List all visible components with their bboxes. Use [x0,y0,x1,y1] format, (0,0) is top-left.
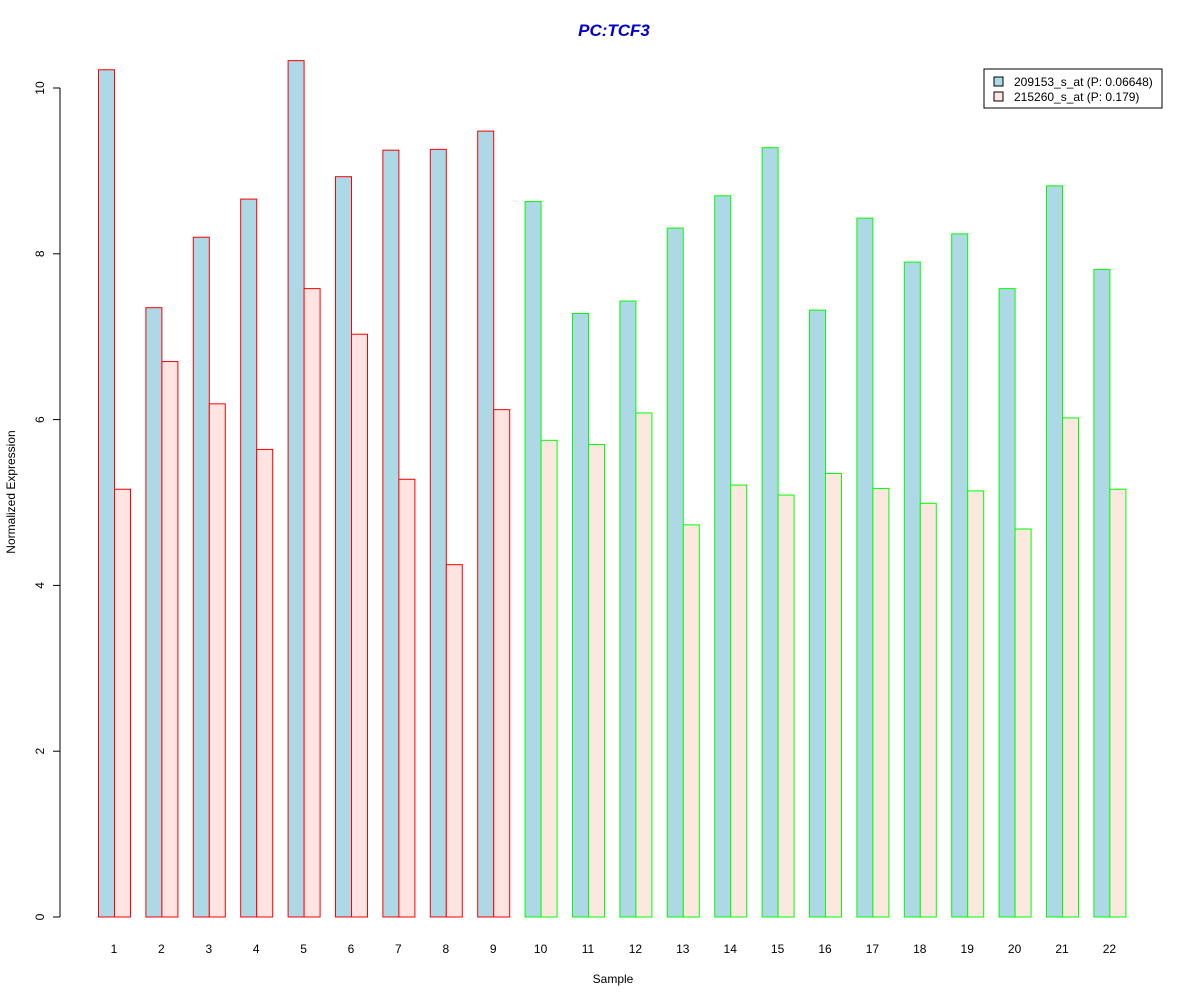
bar-series-1-sample-4 [240,198,258,918]
y-tick-label: 0 [33,913,47,920]
bar-series-1-sample-14 [714,195,732,918]
bar-series-1-sample-3 [192,236,210,918]
bar-series-2-sample-9 [493,409,511,918]
bar-series-1-sample-6 [335,176,352,918]
bar-series-2-sample-4 [256,448,274,918]
bar-series-1-sample-17 [856,217,874,918]
bar-series-2-sample-8 [445,564,463,918]
y-tick-label: 6 [33,416,47,423]
bar-series-2-sample-10 [540,439,558,918]
bar-series-2-sample-18 [919,502,937,918]
x-tick-label: 19 [961,942,975,956]
x-tick-label: 17 [866,942,880,956]
x-tick-label: 21 [1055,942,1069,956]
x-tick-label: 16 [818,942,832,956]
bar-series-1-sample-20 [998,288,1016,918]
bar-series-1-sample-8 [429,148,447,918]
bar-series-2-sample-13 [682,524,700,918]
bar-series-1-sample-1 [98,69,115,918]
bar-series-1-sample-7 [382,149,400,918]
x-tick-label: 11 [582,942,595,956]
bar-series-2-sample-3 [208,403,226,918]
x-tick-label: 6 [348,942,355,956]
x-tick-label: 9 [490,942,497,956]
bar-series-1-sample-11 [572,312,589,918]
y-axis-title: Normalized Expression [4,430,18,553]
x-tick-label: 22 [1103,942,1117,956]
bar-series-2-sample-7 [398,478,416,918]
bar-series-2-sample-22 [1109,488,1127,918]
bar-series-1-sample-22 [1093,269,1111,918]
legend-box [983,68,1163,109]
x-tick-label: 8 [442,942,449,956]
x-tick-label: 18 [913,942,927,956]
bar-series-1-sample-9 [477,130,495,918]
x-tick-label: 10 [534,942,548,956]
y-axis: 0 2 4 6 8 10 [33,81,61,920]
x-tick-label: 5 [300,942,307,956]
bar-series-1-sample-10 [524,201,542,918]
bar-series-1-sample-18 [903,261,921,918]
bar-series-2-sample-21 [1062,417,1079,918]
x-tick-label: 2 [158,942,165,956]
bar-series-2-sample-11 [588,443,605,918]
x-axis-title: Sample [593,972,634,986]
y-tick-label: 8 [33,250,47,257]
bar-series-2-sample-16 [825,472,842,918]
legend-swatch-series-2 [993,91,1004,102]
legend-swatch-series-1 [993,76,1004,87]
bar-series-2-sample-1 [114,488,131,918]
legend-label-series-2: 215260_s_at (P: 0.179) [1014,90,1139,104]
x-tick-label: 7 [395,942,402,956]
y-tick-label: 2 [33,748,47,755]
x-tick-label: 1 [111,942,118,956]
bar-series-2-sample-6 [351,333,368,918]
bar-series-1-sample-21 [1046,185,1063,918]
bar-series-2-sample-17 [872,487,890,918]
x-tick-label: 13 [676,942,690,956]
x-axis: 1 2 3 4 5 6 7 8 9 10 11 12 13 14 15 16 17 18 19 20 21 22 [111,942,1117,956]
bars-layer [98,60,1127,918]
bar-series-2-sample-12 [635,412,653,918]
y-tick-label: 10 [33,81,47,95]
bar-series-2-sample-5 [303,288,321,918]
bar-series-2-sample-19 [967,490,985,918]
legend-label-series-1: 209153_s_at (P: 0.06648) [1014,75,1153,89]
bar-series-1-sample-16 [809,309,826,918]
bar-series-2-sample-20 [1014,528,1032,918]
bar-series-1-sample-15 [761,147,779,918]
bar-series-2-sample-2 [161,361,179,918]
bar-series-2-sample-15 [777,494,795,918]
bar-series-1-sample-19 [951,233,969,918]
bar-series-2-sample-14 [730,484,748,918]
x-tick-label: 3 [205,942,212,956]
y-tick-label: 4 [33,582,47,589]
x-tick-label: 4 [253,942,260,956]
bar-series-1-sample-12 [619,300,637,918]
bar-series-1-sample-5 [287,60,305,918]
chart-title: PC:TCF3 [578,21,650,40]
legend: 209153_s_at (P: 0.06648) 215260_s_at (P:… [983,68,1163,109]
x-tick-label: 14 [724,942,738,956]
bar-series-1-sample-13 [666,227,684,918]
x-tick-label: 15 [771,942,785,956]
x-tick-label: 20 [1008,942,1022,956]
bar-series-1-sample-2 [145,307,163,918]
x-tick-label: 12 [629,942,643,956]
